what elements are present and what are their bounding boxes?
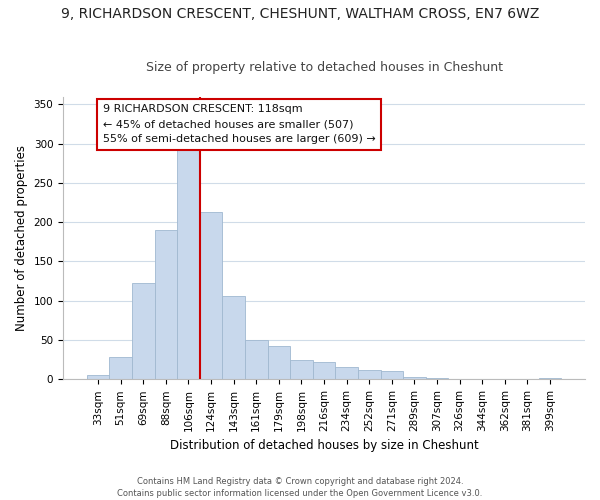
Bar — [448, 378, 471, 380]
Bar — [245, 340, 268, 380]
X-axis label: Distribution of detached houses by size in Cheshunt: Distribution of detached houses by size … — [170, 440, 478, 452]
Bar — [290, 360, 313, 380]
Bar — [380, 372, 403, 380]
Bar — [425, 378, 448, 380]
Bar — [313, 362, 335, 380]
Bar — [223, 296, 245, 380]
Title: Size of property relative to detached houses in Cheshunt: Size of property relative to detached ho… — [146, 62, 503, 74]
Bar — [403, 377, 425, 380]
Bar — [200, 212, 223, 380]
Bar — [539, 378, 561, 380]
Bar — [155, 230, 177, 380]
Bar — [109, 356, 132, 380]
Bar — [177, 149, 200, 380]
Bar — [268, 346, 290, 380]
Text: 9 RICHARDSON CRESCENT: 118sqm
← 45% of detached houses are smaller (507)
55% of : 9 RICHARDSON CRESCENT: 118sqm ← 45% of d… — [103, 104, 376, 144]
Y-axis label: Number of detached properties: Number of detached properties — [15, 145, 28, 331]
Bar — [87, 376, 109, 380]
Bar — [335, 366, 358, 380]
Bar — [471, 378, 493, 380]
Bar — [358, 370, 380, 380]
Text: Contains HM Land Registry data © Crown copyright and database right 2024.
Contai: Contains HM Land Registry data © Crown c… — [118, 476, 482, 498]
Text: 9, RICHARDSON CRESCENT, CHESHUNT, WALTHAM CROSS, EN7 6WZ: 9, RICHARDSON CRESCENT, CHESHUNT, WALTHA… — [61, 8, 539, 22]
Bar — [132, 282, 155, 380]
